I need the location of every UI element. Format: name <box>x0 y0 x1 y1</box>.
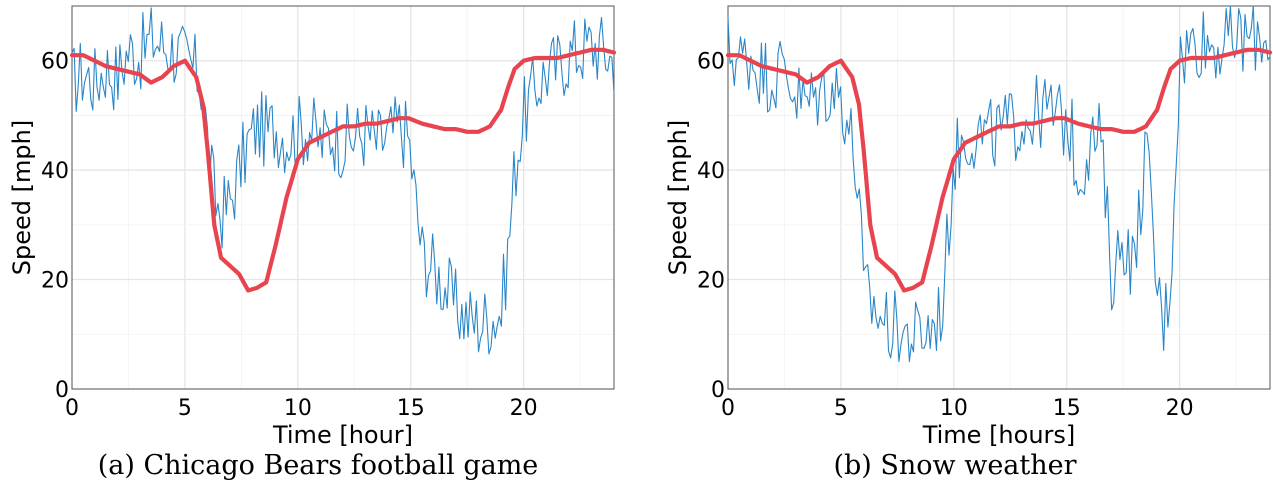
y-tick-label: 0 <box>711 378 725 403</box>
y-tick-label: 60 <box>41 50 69 75</box>
chart-b: 0 5 10 15 20 0 20 40 60 Time [hours] Speed [mph] <box>664 5 1273 449</box>
y-axis-label: Speed [mph] <box>8 120 36 275</box>
x-tick-label: 20 <box>510 396 538 421</box>
caption-a: (a) Chicago Bears football game <box>97 450 539 481</box>
x-tick-label: 10 <box>284 396 312 421</box>
y-axis-label: Speed [mph] <box>664 120 692 275</box>
x-tick-label: 15 <box>397 396 425 421</box>
series-line-0 <box>71 7 615 355</box>
x-tick-label: 20 <box>1166 396 1194 421</box>
grid <box>727 5 1270 390</box>
caption-b: (b) Snow weather <box>833 450 1077 481</box>
chart-panel-a: 0 5 10 15 20 0 20 40 60 Time [hour] Speed [mph] (a… <box>0 0 636 498</box>
chart-panel-b: 0 5 10 15 20 0 20 40 60 Time [hours] Speed [mph] (… <box>637 0 1273 498</box>
x-tick-label: 0 <box>65 396 79 421</box>
x-axis-label: Time [hour] <box>272 421 413 449</box>
x-tick-label: 15 <box>1053 396 1081 421</box>
x-tick-label: 5 <box>834 396 848 421</box>
x-tick-label: 10 <box>940 396 968 421</box>
chart-a: 0 5 10 15 20 0 20 40 60 Time [hour] Speed [mph] <box>8 5 617 449</box>
x-axis-label: Time [hours] <box>922 421 1076 449</box>
y-tick-label: 0 <box>55 378 69 403</box>
plot-frame <box>727 5 1271 390</box>
series-line-1 <box>725 47 1273 293</box>
series-line-1 <box>69 47 617 293</box>
y-tick-label: 20 <box>41 269 69 294</box>
y-tick-label: 40 <box>41 159 69 184</box>
x-tick-label: 0 <box>721 396 735 421</box>
y-tick-label: 40 <box>697 159 725 184</box>
y-tick-label: 60 <box>697 50 725 75</box>
x-tick-label: 5 <box>178 396 192 421</box>
plot-frame <box>71 5 615 390</box>
series-line-0 <box>727 5 1271 363</box>
y-tick-label: 20 <box>697 269 725 294</box>
